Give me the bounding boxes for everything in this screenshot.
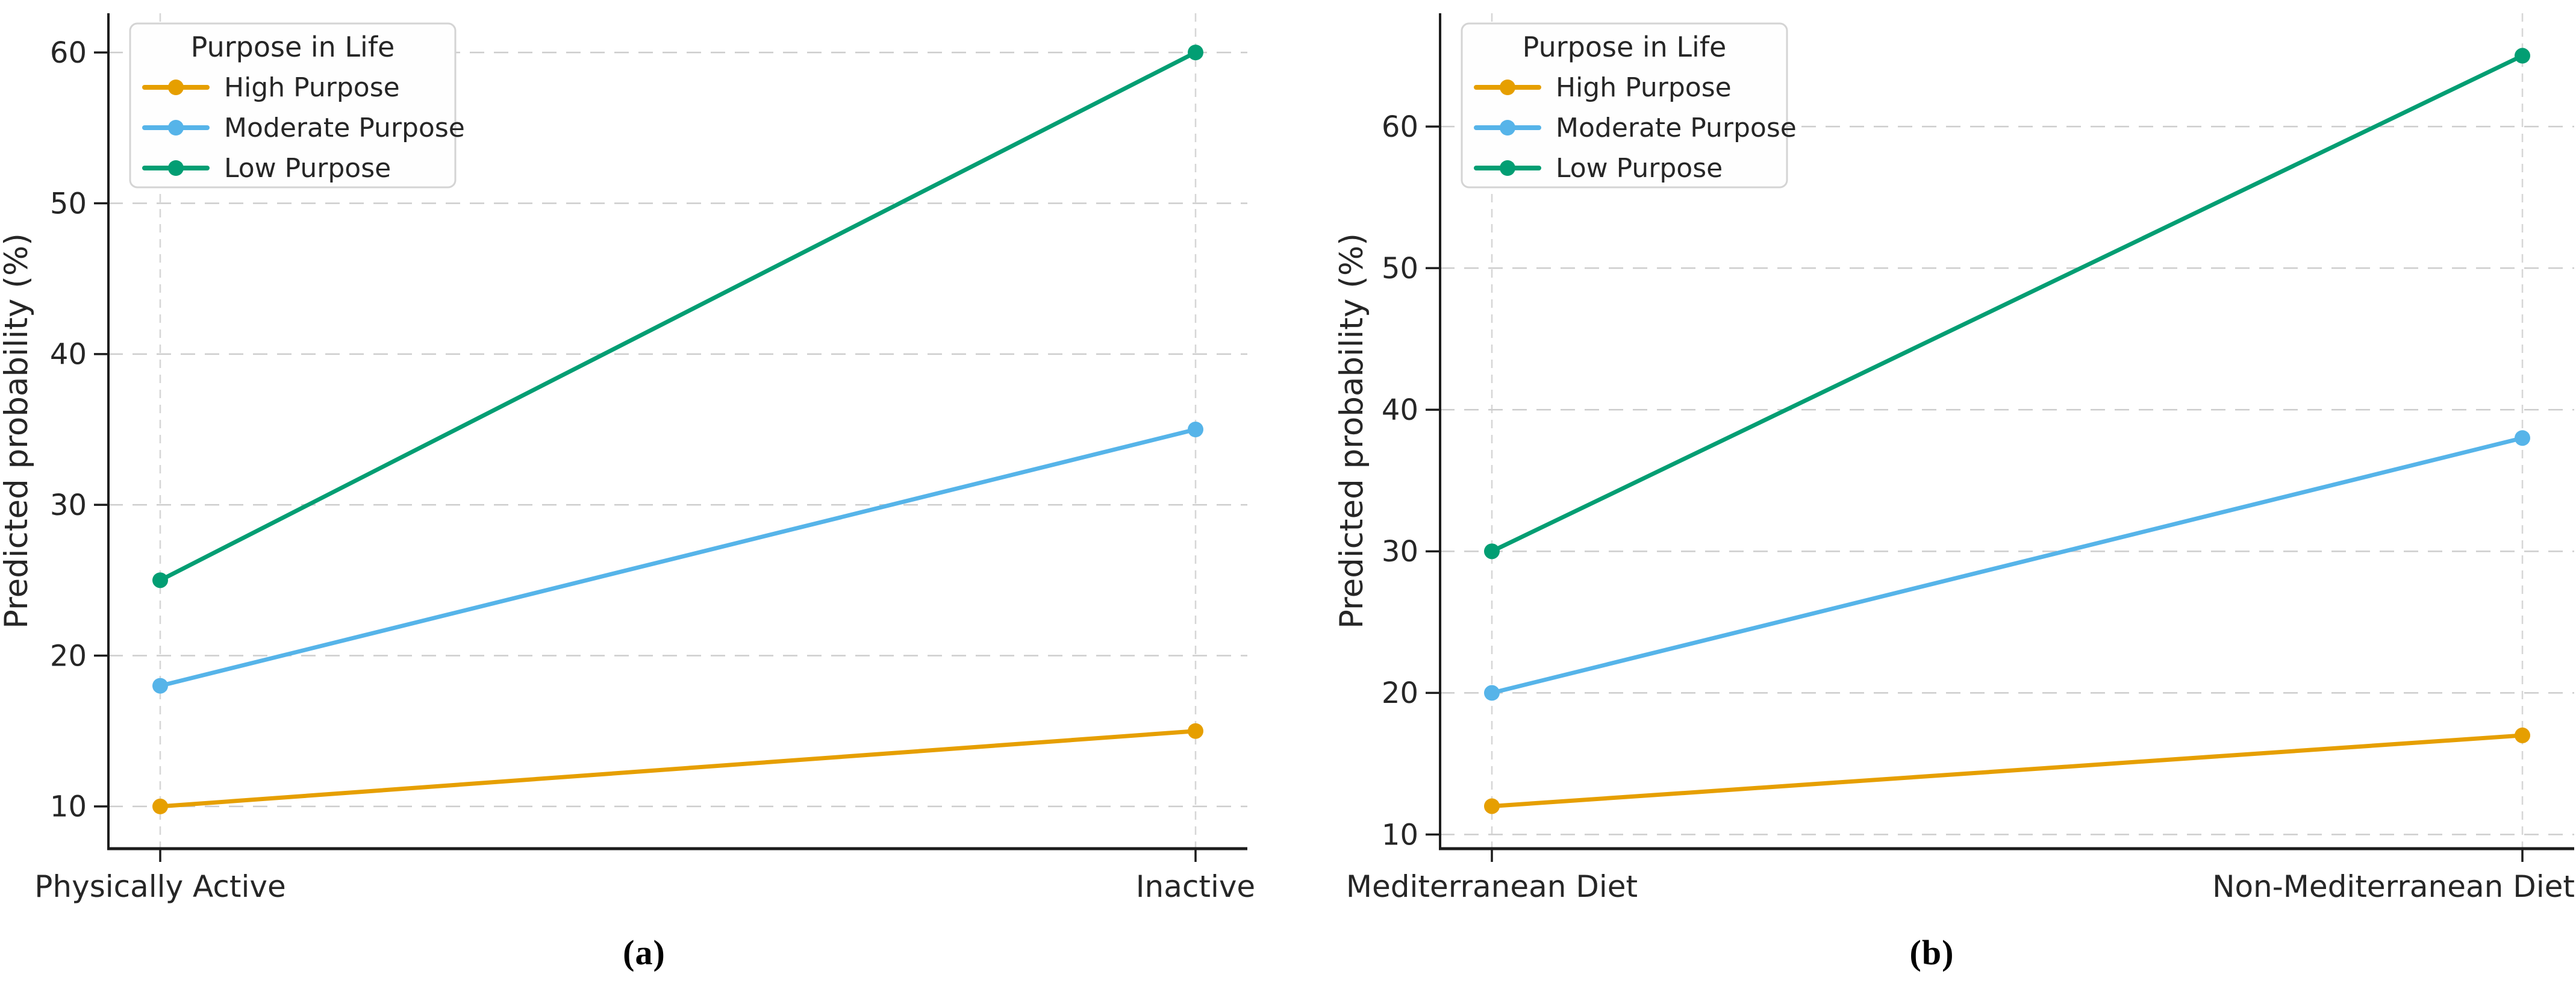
y-tick-label: 50 bbox=[50, 187, 87, 220]
y-tick-label: 50 bbox=[1382, 252, 1418, 285]
legend-marker-moderate-purpose bbox=[1500, 120, 1515, 136]
series-marker-moderate-purpose bbox=[1188, 421, 1203, 437]
y-tick-label: 20 bbox=[50, 639, 87, 673]
line-chart-panel-a: 10 20 30 40 50 60 Physically Active Inactive Pre… bbox=[0, 13, 1255, 904]
y-axis-label: Predicted probability (%) bbox=[1333, 233, 1370, 629]
legend-title: Purpose in Life bbox=[191, 31, 395, 63]
legend-label-moderate-purpose: Moderate Purpose bbox=[224, 113, 465, 143]
y-axis-label: Predicted probability (%) bbox=[0, 233, 35, 629]
series-marker-high-purpose bbox=[152, 798, 168, 814]
x-tick-label: Inactive bbox=[1136, 869, 1255, 904]
series-marker-low-purpose bbox=[1188, 45, 1203, 61]
legend-box bbox=[129, 22, 457, 189]
y-tick-label: 60 bbox=[50, 36, 87, 70]
caption-b: (b) bbox=[1909, 933, 1954, 972]
legend-title: Purpose in Life bbox=[1523, 31, 1727, 63]
series-marker-high-purpose bbox=[1188, 723, 1203, 739]
series-marker-moderate-purpose bbox=[1484, 685, 1500, 701]
series-marker-high-purpose bbox=[2515, 727, 2530, 743]
series-marker-low-purpose bbox=[1484, 543, 1500, 560]
x-tick-label: Non-Mediterranean Diet bbox=[2212, 869, 2575, 904]
series-line-low-purpose bbox=[1489, 54, 2525, 554]
legend-marker-low-purpose bbox=[168, 160, 184, 176]
legend-label-high-purpose: High Purpose bbox=[1556, 72, 1732, 103]
series-line-high-purpose bbox=[1489, 733, 2525, 808]
y-tick-label: 60 bbox=[1382, 110, 1418, 144]
series-line-low-purpose bbox=[158, 50, 1198, 582]
series-marker-moderate-purpose bbox=[2515, 430, 2530, 446]
series-marker-moderate-purpose bbox=[152, 678, 168, 694]
legend-marker-high-purpose bbox=[168, 80, 184, 95]
series-line-moderate-purpose bbox=[1489, 435, 2525, 695]
legend-label-low-purpose: Low Purpose bbox=[224, 153, 391, 184]
y-tick-label: 40 bbox=[50, 338, 87, 372]
series-marker-low-purpose bbox=[152, 572, 168, 588]
y-tick-label: 30 bbox=[1382, 535, 1418, 569]
legend-box bbox=[1461, 22, 1788, 189]
legend-marker-high-purpose bbox=[1500, 80, 1515, 95]
legend-label-moderate-purpose: Moderate Purpose bbox=[1556, 113, 1797, 143]
legend-label-high-purpose: High Purpose bbox=[224, 72, 400, 103]
series-marker-high-purpose bbox=[1484, 798, 1500, 814]
x-tick-label: Physically Active bbox=[34, 869, 285, 904]
y-tick-label: 40 bbox=[1382, 393, 1418, 427]
series-marker-low-purpose bbox=[2515, 48, 2530, 64]
x-tick-label: Mediterranean Diet bbox=[1346, 869, 1638, 904]
caption-a: (a) bbox=[623, 933, 666, 972]
y-tick-label: 20 bbox=[1382, 676, 1418, 710]
legend-marker-low-purpose bbox=[1500, 160, 1515, 176]
line-chart-panel-b: 10 20 30 40 50 60 Mediterranean Diet Non-Medite… bbox=[1333, 13, 2575, 904]
y-tick-label: 10 bbox=[1382, 818, 1418, 852]
legend-label-low-purpose: Low Purpose bbox=[1556, 153, 1723, 184]
legend-marker-moderate-purpose bbox=[168, 120, 184, 136]
series-line-high-purpose bbox=[158, 729, 1198, 809]
y-tick-label: 30 bbox=[50, 488, 87, 522]
series-line-moderate-purpose bbox=[158, 427, 1198, 688]
y-tick-label: 10 bbox=[50, 790, 87, 824]
